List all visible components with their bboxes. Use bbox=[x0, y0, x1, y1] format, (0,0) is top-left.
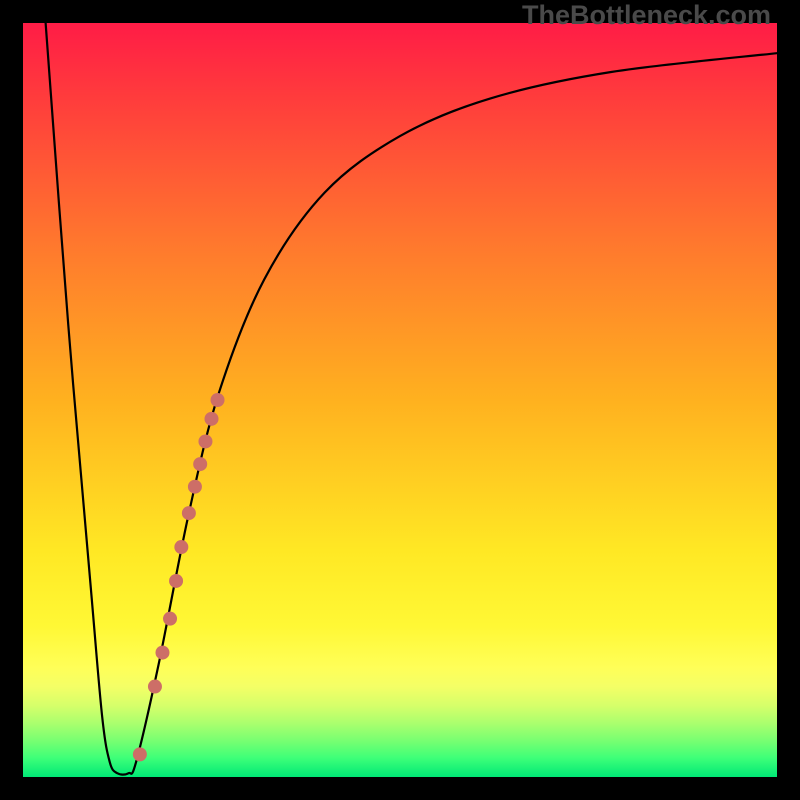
plot-area bbox=[23, 23, 777, 777]
data-marker bbox=[198, 434, 212, 448]
data-marker bbox=[169, 574, 183, 588]
data-marker bbox=[174, 540, 188, 554]
chart-root: TheBottleneck.com bbox=[0, 0, 800, 800]
chart-svg bbox=[23, 23, 777, 777]
data-marker bbox=[148, 680, 162, 694]
data-marker bbox=[188, 480, 202, 494]
attribution-text: TheBottleneck.com bbox=[522, 0, 771, 30]
data-marker bbox=[211, 393, 225, 407]
data-marker bbox=[163, 612, 177, 626]
data-marker bbox=[205, 412, 219, 426]
data-marker bbox=[155, 646, 169, 660]
data-marker bbox=[182, 506, 196, 520]
data-marker bbox=[133, 747, 147, 761]
data-marker bbox=[193, 457, 207, 471]
attribution-watermark: TheBottleneck.com bbox=[522, 0, 771, 31]
